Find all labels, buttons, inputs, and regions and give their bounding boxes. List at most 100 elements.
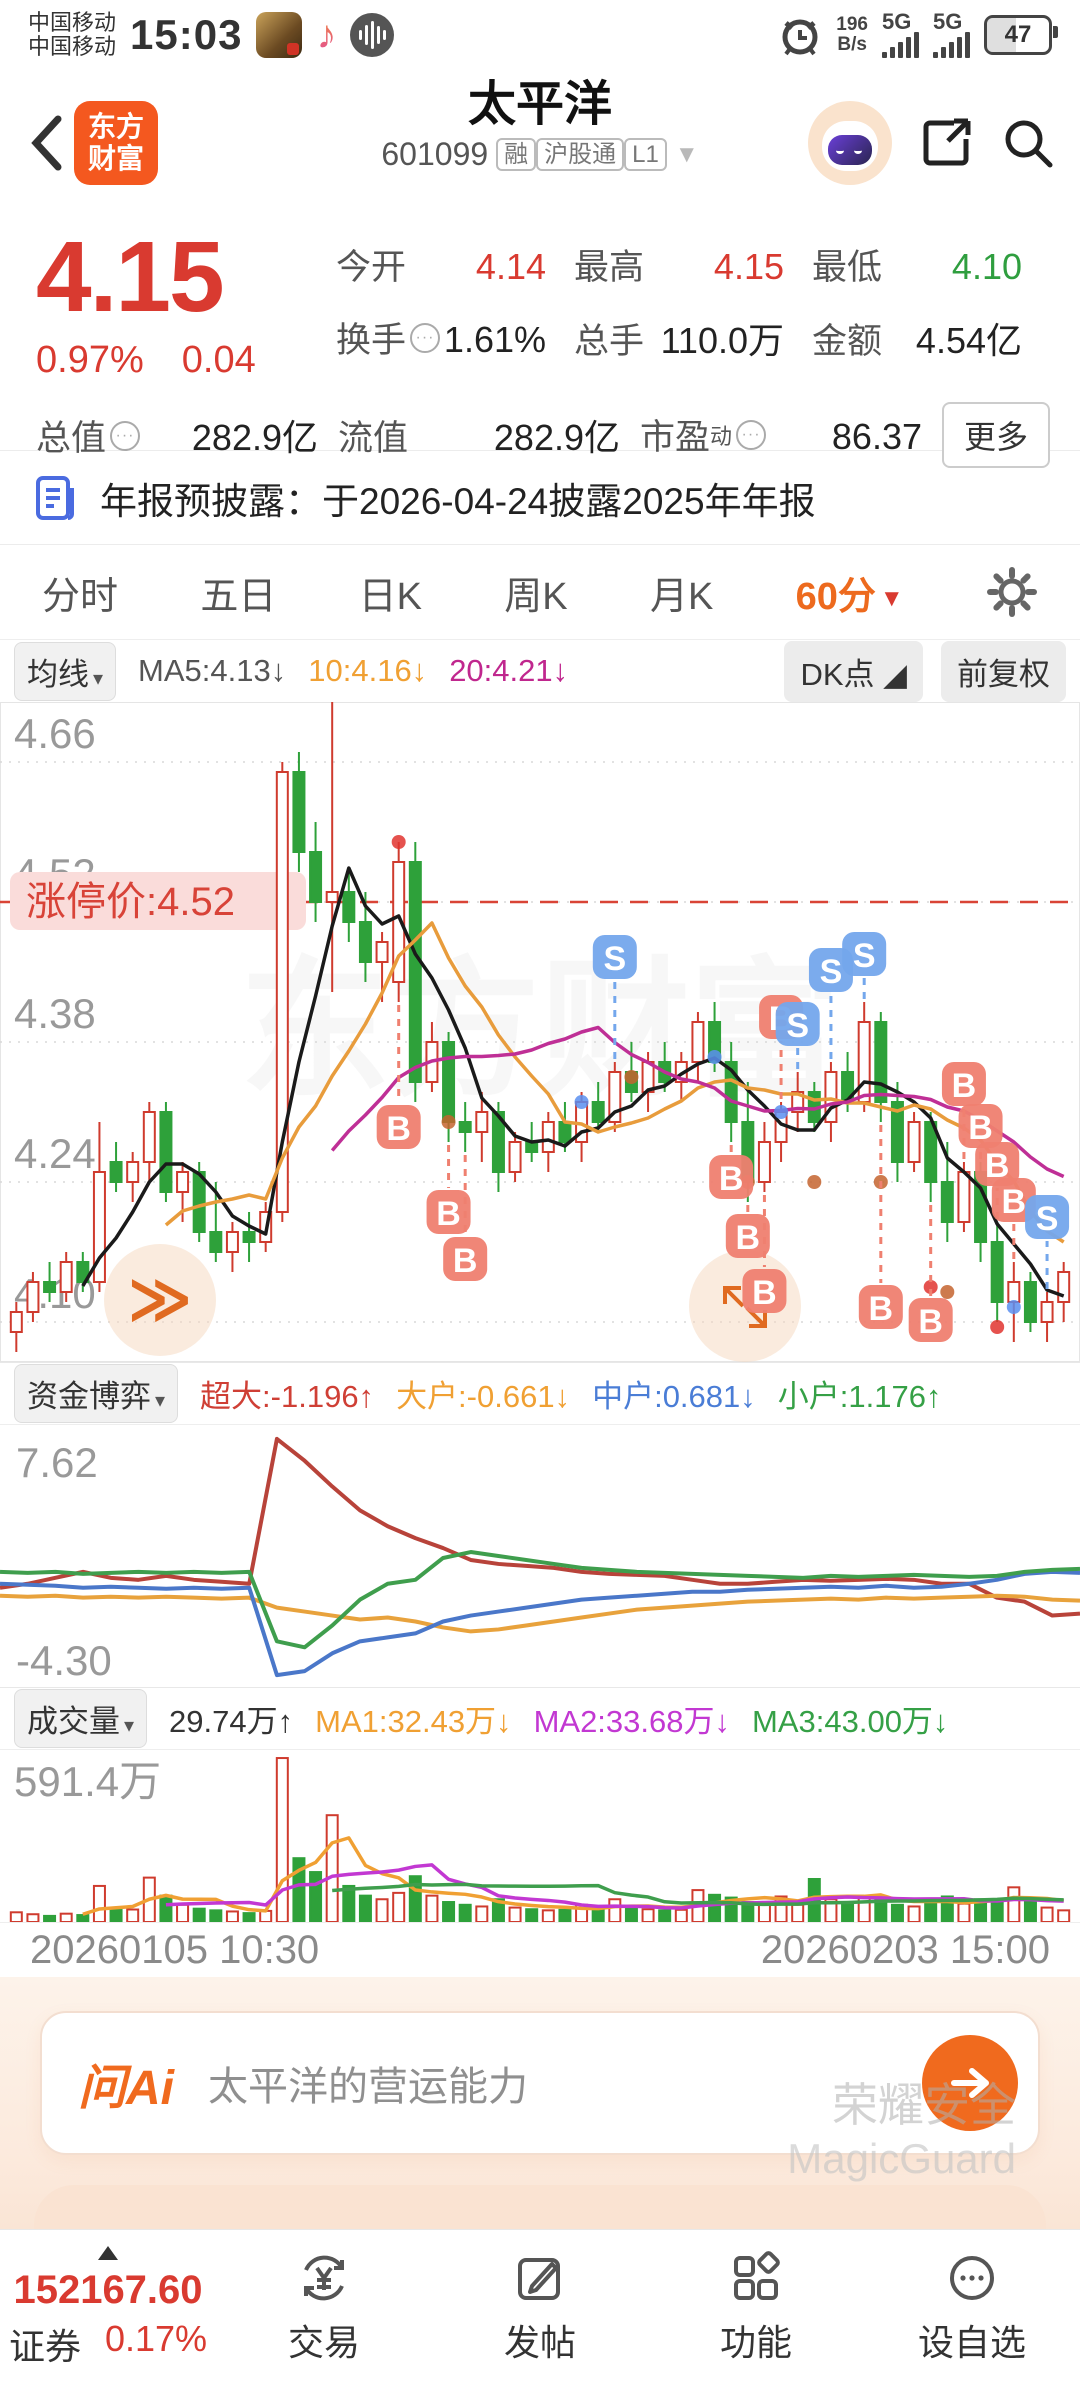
buy-marker: B xyxy=(908,1298,953,1342)
svg-text:S: S xyxy=(820,953,843,991)
trade-yen-icon xyxy=(304,2255,344,2301)
card-top-strip xyxy=(34,2185,1046,2229)
tab-60min[interactable]: 60分 ▼ xyxy=(795,575,904,618)
legend-item: 超大:-1.196↑ xyxy=(200,1379,375,1414)
buy-marker: B xyxy=(958,1104,1003,1148)
svg-text:B: B xyxy=(952,1067,977,1105)
document-icon xyxy=(36,475,74,520)
quote-field: 换手 ··· 1.61% xyxy=(336,319,546,360)
dk-point-button[interactable]: DK点 ◢ xyxy=(784,640,923,702)
alarm-icon xyxy=(782,19,818,56)
features-grid-icon xyxy=(734,2251,780,2300)
last-price: 4.15 xyxy=(36,221,225,333)
quote-field: 总值 ··· 282.9亿 xyxy=(36,417,318,458)
nav-add-watchlist[interactable]: 设自选 xyxy=(864,2250,1080,2366)
buy-marker: B xyxy=(858,1285,903,1329)
legend-item: 大户:-0.661↓ xyxy=(396,1379,571,1414)
quote-field: 市盈动 ··· 86.37 xyxy=(640,416,922,457)
price-change: 0.97% 0.04 xyxy=(36,339,256,381)
info-icon[interactable]: ··· xyxy=(110,420,141,451)
svg-text:≫: ≫ xyxy=(128,1265,193,1334)
settings-gear-icon[interactable] xyxy=(986,566,1038,618)
ask-ai-input[interactable]: 问Ai 太平洋的营运能力 xyxy=(40,2011,1040,2155)
svg-text:S: S xyxy=(1036,1200,1059,1238)
forward-adjust-button[interactable]: 前复权 xyxy=(941,640,1066,702)
svg-text:B: B xyxy=(736,1219,761,1257)
buy-marker: B xyxy=(443,1237,488,1281)
ma-indicator-bar: 均线 ▾ MA5:4.13↓ 10:4.16↓ 20:4.21↓ DK点 ◢ 前复权 xyxy=(0,640,1080,702)
more-button[interactable]: 更多 xyxy=(941,402,1050,468)
tab-月K[interactable]: 月K xyxy=(649,575,714,618)
fund-battle-bar: 资金博弈 ▾ 超大:-1.196↑ 大户:-0.661↓ 中户:0.681↓ 小户:1.… xyxy=(0,1362,1080,1424)
volume-bar: 成交量 ▾ 29.74万↑ MA1:32.43万↓ MA2:33.68万↓ MA3:43… xyxy=(0,1687,1080,1749)
annual-report-banner[interactable]: 年报预披露：于2026-04-24披露2025年年报 xyxy=(0,450,1080,545)
stock-badge: 融 xyxy=(496,137,537,171)
ask-ai-section: 问Ai 太平洋的营运能力 荣耀安全 MagicGuard xyxy=(0,1977,1080,2229)
ai-assistant-avatar[interactable] xyxy=(808,100,892,185)
legend-item: 20:4.21↓ xyxy=(449,653,569,688)
buy-marker: B xyxy=(426,1190,471,1234)
sell-marker: S xyxy=(1025,1195,1070,1239)
svg-text:B: B xyxy=(386,1110,411,1148)
svg-text:-4.30: -4.30 xyxy=(16,1637,112,1684)
tab-五日[interactable]: 五日 xyxy=(200,575,277,618)
svg-text:B: B xyxy=(436,1195,461,1233)
volume-selector-button[interactable]: 成交量 ▾ xyxy=(14,1689,148,1748)
svg-text:B: B xyxy=(1002,1183,1027,1221)
signal-sim1-icon: 5G xyxy=(882,11,919,58)
battery-indicator: 47 xyxy=(984,15,1058,55)
svg-text:4.66: 4.66 xyxy=(14,710,96,757)
stock-code: 601099 xyxy=(381,136,489,172)
buy-marker: B xyxy=(376,1105,421,1149)
tab-日K[interactable]: 日K xyxy=(358,575,422,618)
info-icon[interactable]: ··· xyxy=(410,322,441,353)
nav-trade[interactable]: 交易 xyxy=(216,2250,432,2366)
svg-text:S: S xyxy=(786,1007,809,1045)
nav-features[interactable]: 功能 xyxy=(648,2250,864,2366)
fund-flow-chart[interactable]: 7.62 -4.30 xyxy=(0,1424,1080,1687)
svg-text:591.4万: 591.4万 xyxy=(14,1758,161,1805)
ma-selector-button[interactable]: 均线 ▾ xyxy=(14,641,117,701)
bottom-nav: 152167.60 证券 0.17% 交易 发帖 功能 设自选 xyxy=(0,2229,1080,2386)
banner-text: 年报预披露：于2026-04-24披露2025年年报 xyxy=(100,480,816,522)
info-icon[interactable]: ··· xyxy=(736,419,767,450)
buy-marker: B xyxy=(941,1062,986,1106)
chevron-down-icon[interactable]: ▼ xyxy=(674,140,699,168)
fund-selector-button[interactable]: 资金博弈 ▾ xyxy=(14,1364,179,1423)
svg-text:B: B xyxy=(453,1242,478,1280)
quote-field: 总手 110.0万 xyxy=(574,320,784,361)
stock-badge: L1 xyxy=(624,137,667,171)
nav-post[interactable]: 发帖 xyxy=(432,2250,648,2366)
sell-marker: S xyxy=(775,1002,820,1046)
voice-recorder-icon xyxy=(350,13,395,57)
period-tab-bar: 分时 五日 日K 周K 月K 60分 ▼ xyxy=(0,545,1080,640)
quote-row-2: 换手 ··· 1.61% 总手 110.0万 金额 4.54亿 xyxy=(336,312,1050,364)
search-icon[interactable] xyxy=(1000,115,1056,171)
legend-item: 小户:1.176↑ xyxy=(777,1379,942,1414)
tab-周K[interactable]: 周K xyxy=(504,575,568,618)
ask-ai-submit-button[interactable] xyxy=(922,2035,1018,2131)
app-header: 东方 财富 太平洋 601099 融沪股通 L1 ▼ xyxy=(0,70,1080,215)
buy-marker: B xyxy=(709,1155,754,1199)
quote-row-3: 总值 ··· 282.9亿 流值 282.9亿 市盈动 ··· 86.37 xyxy=(36,409,942,461)
quote-field: 金额 4.54亿 xyxy=(812,320,1022,361)
svg-text:B: B xyxy=(752,1274,777,1312)
caret-down-icon: ▼ xyxy=(879,584,904,612)
svg-text:B: B xyxy=(918,1303,943,1341)
network-speed: 196 B/s xyxy=(836,14,868,55)
tab-分时[interactable]: 分时 xyxy=(42,575,119,618)
svg-text:S: S xyxy=(853,937,876,975)
buy-marker: B xyxy=(725,1214,770,1258)
candlestick-chart[interactable]: 东方财富4.664.524.384.244.10≫涨停价:4.52BBBSBBB… xyxy=(0,702,1080,1362)
ask-ai-placeholder: 太平洋的营运能力 xyxy=(208,2065,529,2109)
legend-item: 29.74万↑ xyxy=(169,1704,294,1739)
status-bar: 中国移动 中国移动 15:03 ♪ 196 B/s 5G 5G 47 xyxy=(0,0,1080,70)
buy-marker: B xyxy=(991,1178,1036,1222)
sell-marker: S xyxy=(842,932,887,976)
nav-securities-index[interactable]: 152167.60 证券 0.17% xyxy=(0,2246,216,2370)
svg-text:S: S xyxy=(603,940,626,978)
share-icon[interactable] xyxy=(918,115,974,171)
volume-chart[interactable]: 591.4万 xyxy=(0,1749,1080,1922)
x-axis-start: 20260105 10:30 xyxy=(30,1927,320,1972)
back-button[interactable] xyxy=(24,113,68,173)
